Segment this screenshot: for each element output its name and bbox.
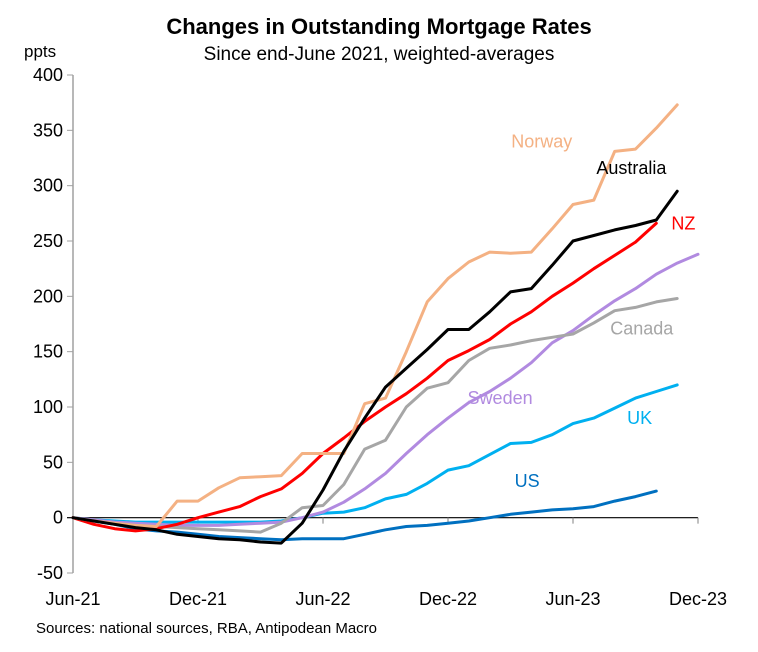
- x-tick-label: Jun-21: [45, 589, 100, 609]
- series-line-us: [71, 489, 658, 542]
- series-label-norway: Norway: [511, 131, 572, 151]
- series-line-sweden: [71, 252, 700, 527]
- series-line-canada: [71, 297, 679, 534]
- y-tick-label: 400: [33, 65, 63, 85]
- series-label-canada: Canada: [610, 318, 674, 338]
- series-lines: [71, 103, 700, 545]
- y-tick-label: 50: [43, 452, 63, 472]
- x-tick-label: Dec-21: [169, 589, 227, 609]
- series-label-sweden: Sweden: [468, 388, 533, 408]
- chart-subtitle: Since end-June 2021, weighted-averages: [203, 44, 555, 65]
- axes: -50 0 50 100 150 200 250 300 350 400 Jun-21 Dec-21 J…: [33, 65, 727, 609]
- y-tick-label: 350: [33, 120, 63, 140]
- source-note: Sources: national sources, RBA, Antipode…: [36, 620, 378, 637]
- series-line-australia: [71, 189, 679, 545]
- y-tick-label: 250: [33, 231, 63, 251]
- series-label-us: US: [515, 471, 540, 491]
- series-labels: Norway Australia NZ Canada Sweden UK US: [468, 131, 696, 491]
- y-tick-label: -50: [37, 563, 63, 583]
- x-tick-label: Dec-22: [419, 589, 477, 609]
- series-line-norway: [71, 103, 679, 528]
- x-tick-label: Jun-23: [545, 589, 600, 609]
- y-tick-label: 0: [53, 508, 63, 528]
- y-tick-label: 300: [33, 176, 63, 196]
- series-line-uk: [71, 383, 679, 524]
- y-axis-unit-label: ppts: [24, 42, 57, 61]
- y-tick-label: 100: [33, 397, 63, 417]
- series-label-australia: Australia: [596, 158, 667, 178]
- series-label-uk: UK: [627, 408, 652, 428]
- series-line-nz: [71, 221, 658, 533]
- series-label-nz: NZ: [671, 213, 695, 233]
- y-tick-label: 200: [33, 286, 63, 306]
- y-tick-label: 150: [33, 342, 63, 362]
- x-tick-label: Jun-22: [295, 589, 350, 609]
- x-tick-label: Dec-23: [669, 589, 727, 609]
- chart-title: Changes in Outstanding Mortgage Rates: [166, 14, 592, 39]
